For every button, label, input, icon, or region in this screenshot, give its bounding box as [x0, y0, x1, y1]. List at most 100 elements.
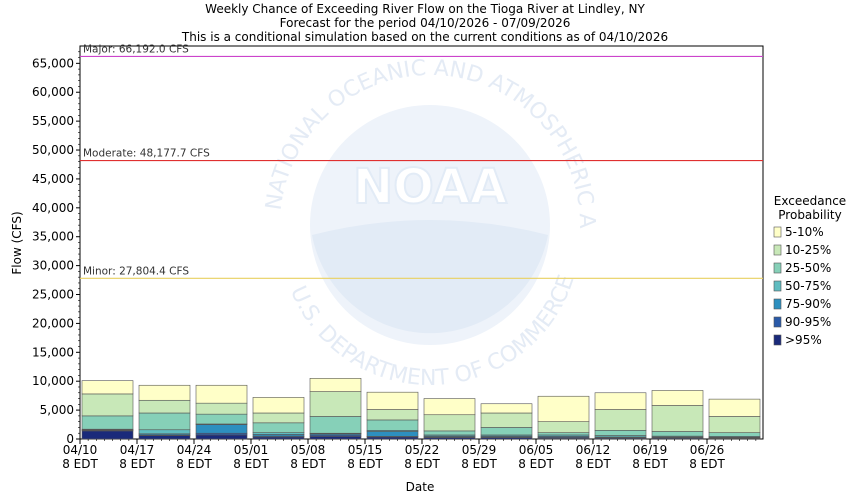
x-tick-label-0: 04/10	[63, 443, 98, 457]
y-tick-label-12: 60,000	[32, 85, 74, 99]
watermark-wave	[312, 220, 548, 334]
bar-05-29-series-6	[480, 403, 533, 414]
bar-04-17-series-3	[138, 429, 191, 435]
x-axis-label: Date	[406, 480, 435, 494]
bar-05-08-series-5	[309, 391, 362, 417]
bar-05-01-series-5	[252, 412, 305, 424]
bar-05-08-series-6	[309, 378, 362, 392]
y-tick-label-1: 5,000	[40, 403, 74, 417]
legend-swatch-4	[773, 298, 782, 310]
legend-label-6: >95%	[785, 333, 822, 347]
bar-05-01-series-4	[252, 422, 305, 433]
threshold-label-0: Major: 66,192.0 CFS	[83, 43, 189, 55]
y-tick-label-2: 10,000	[32, 374, 74, 388]
bar-06-26-series-6	[708, 398, 761, 417]
x-tick-label-9: 06/12	[576, 443, 611, 457]
legend-swatch-5	[773, 316, 782, 328]
y-tick-label-6: 30,000	[32, 259, 74, 273]
bar-04-10-series-4	[81, 415, 134, 430]
x-tick-label-3: 05/01	[234, 443, 269, 457]
legend-swatch-2	[773, 262, 782, 274]
bar-05-15-series-0	[366, 436, 419, 440]
x-tick-label-6: 05/22	[405, 443, 440, 457]
y-tick-label-4: 20,000	[32, 316, 74, 330]
y-tick-label-5: 25,000	[32, 288, 74, 302]
bar-04-17-series-5	[138, 399, 191, 414]
legend-label-4: 75-90%	[785, 297, 831, 311]
bar-04-24-series-4	[195, 413, 248, 425]
bar-05-22-series-6	[423, 398, 476, 416]
bar-04-24-series-2	[195, 424, 248, 434]
legend-label-5: 90-95%	[785, 315, 831, 329]
bar-05-15-series-2	[366, 431, 419, 437]
x-tick-label-4: 05/08	[291, 443, 326, 457]
bar-05-22-series-4	[423, 430, 476, 436]
y-tick-label-10: 50,000	[32, 143, 74, 157]
legend-swatch-0	[773, 226, 782, 238]
y-tick-label-11: 55,000	[32, 114, 74, 128]
y-tick-label-7: 35,000	[32, 230, 74, 244]
bar-04-24-series-6	[195, 384, 248, 404]
bar-04-24-series-0	[195, 434, 248, 440]
y-tick-label-13: 65,000	[32, 56, 74, 70]
x-tick-label-2: 04/24	[177, 443, 212, 457]
bar-05-29-series-5	[480, 412, 533, 428]
chart-title: Weekly Chance of Exceeding River Flow on…	[205, 2, 645, 16]
bar-06-05-series-4	[537, 432, 590, 436]
legend-title-line-0: Exceedance	[774, 194, 846, 208]
legend-swatch-3	[773, 280, 782, 292]
bar-06-05-series-6	[537, 395, 590, 422]
x-tick-label-8: 06/05	[519, 443, 554, 457]
x-tick-label-5: 05/15	[348, 443, 383, 457]
bar-05-01-series-6	[252, 397, 305, 414]
bar-06-26-series-4	[708, 432, 761, 437]
bar-04-10-series-0	[81, 430, 134, 440]
bar-05-15-series-6	[366, 391, 419, 410]
bar-04-17-series-4	[138, 412, 191, 431]
y-tick-label-8: 40,000	[32, 201, 74, 215]
bar-04-10-series-5	[81, 393, 134, 417]
x-tick-label-7: 05/29	[462, 443, 497, 457]
legend-label-3: 50-75%	[785, 279, 831, 293]
x-tick-label-11: 06/26	[690, 443, 725, 457]
bars-layer	[81, 378, 761, 440]
bar-06-26-series-5	[708, 416, 761, 433]
chart-subtitle-conditions: This is a conditional simulation based o…	[181, 30, 669, 44]
x-tick-label-1: 04/17	[120, 443, 155, 457]
bar-05-15-series-4	[366, 419, 419, 431]
threshold-label-2: Minor: 27,804.4 CFS	[83, 265, 189, 277]
chart-subtitle-period: Forecast for the period 04/10/2026 - 07/…	[279, 16, 571, 30]
legend-label-2: 25-50%	[785, 261, 831, 275]
threshold-lines: Major: 66,192.0 CFS Moderate: 48,177.7 CF…	[80, 43, 763, 279]
bar-04-24-series-5	[195, 402, 248, 415]
x-tick-label-10: 06/19	[633, 443, 668, 457]
x-tick-sublabel-11: 8 EDT	[689, 457, 725, 471]
x-tick-sublabel-0: 8 EDT	[62, 457, 98, 471]
y-tick-label-3: 15,000	[32, 345, 74, 359]
x-tick-sublabel-3: 8 EDT	[233, 457, 269, 471]
bar-06-05-series-5	[537, 421, 590, 433]
y-tick-label-9: 45,000	[32, 172, 74, 186]
legend-label-1: 10-25%	[785, 243, 831, 257]
bar-05-01-series-0	[252, 436, 305, 440]
x-tick-sublabel-9: 8 EDT	[575, 457, 611, 471]
x-tick-sublabel-7: 8 EDT	[461, 457, 497, 471]
y-axis: 0 5,000 10,000 15,000 20,000 25,000 30,000 35,0…	[32, 51, 80, 446]
bar-06-19-series-5	[651, 405, 704, 432]
bar-04-10-series-6	[81, 380, 134, 395]
bar-06-12-series-4	[594, 430, 647, 436]
legend-swatch-1	[773, 244, 782, 256]
x-tick-sublabel-4: 8 EDT	[290, 457, 326, 471]
bar-06-19-series-4	[651, 431, 704, 437]
x-tick-sublabel-5: 8 EDT	[347, 457, 383, 471]
x-tick-sublabel-6: 8 EDT	[404, 457, 440, 471]
bar-06-12-series-5	[594, 409, 647, 431]
x-tick-sublabel-2: 8 EDT	[176, 457, 212, 471]
y-tick-label-0: 0	[66, 432, 74, 446]
bar-05-15-series-5	[366, 409, 419, 421]
bar-05-29-series-4	[480, 427, 533, 436]
